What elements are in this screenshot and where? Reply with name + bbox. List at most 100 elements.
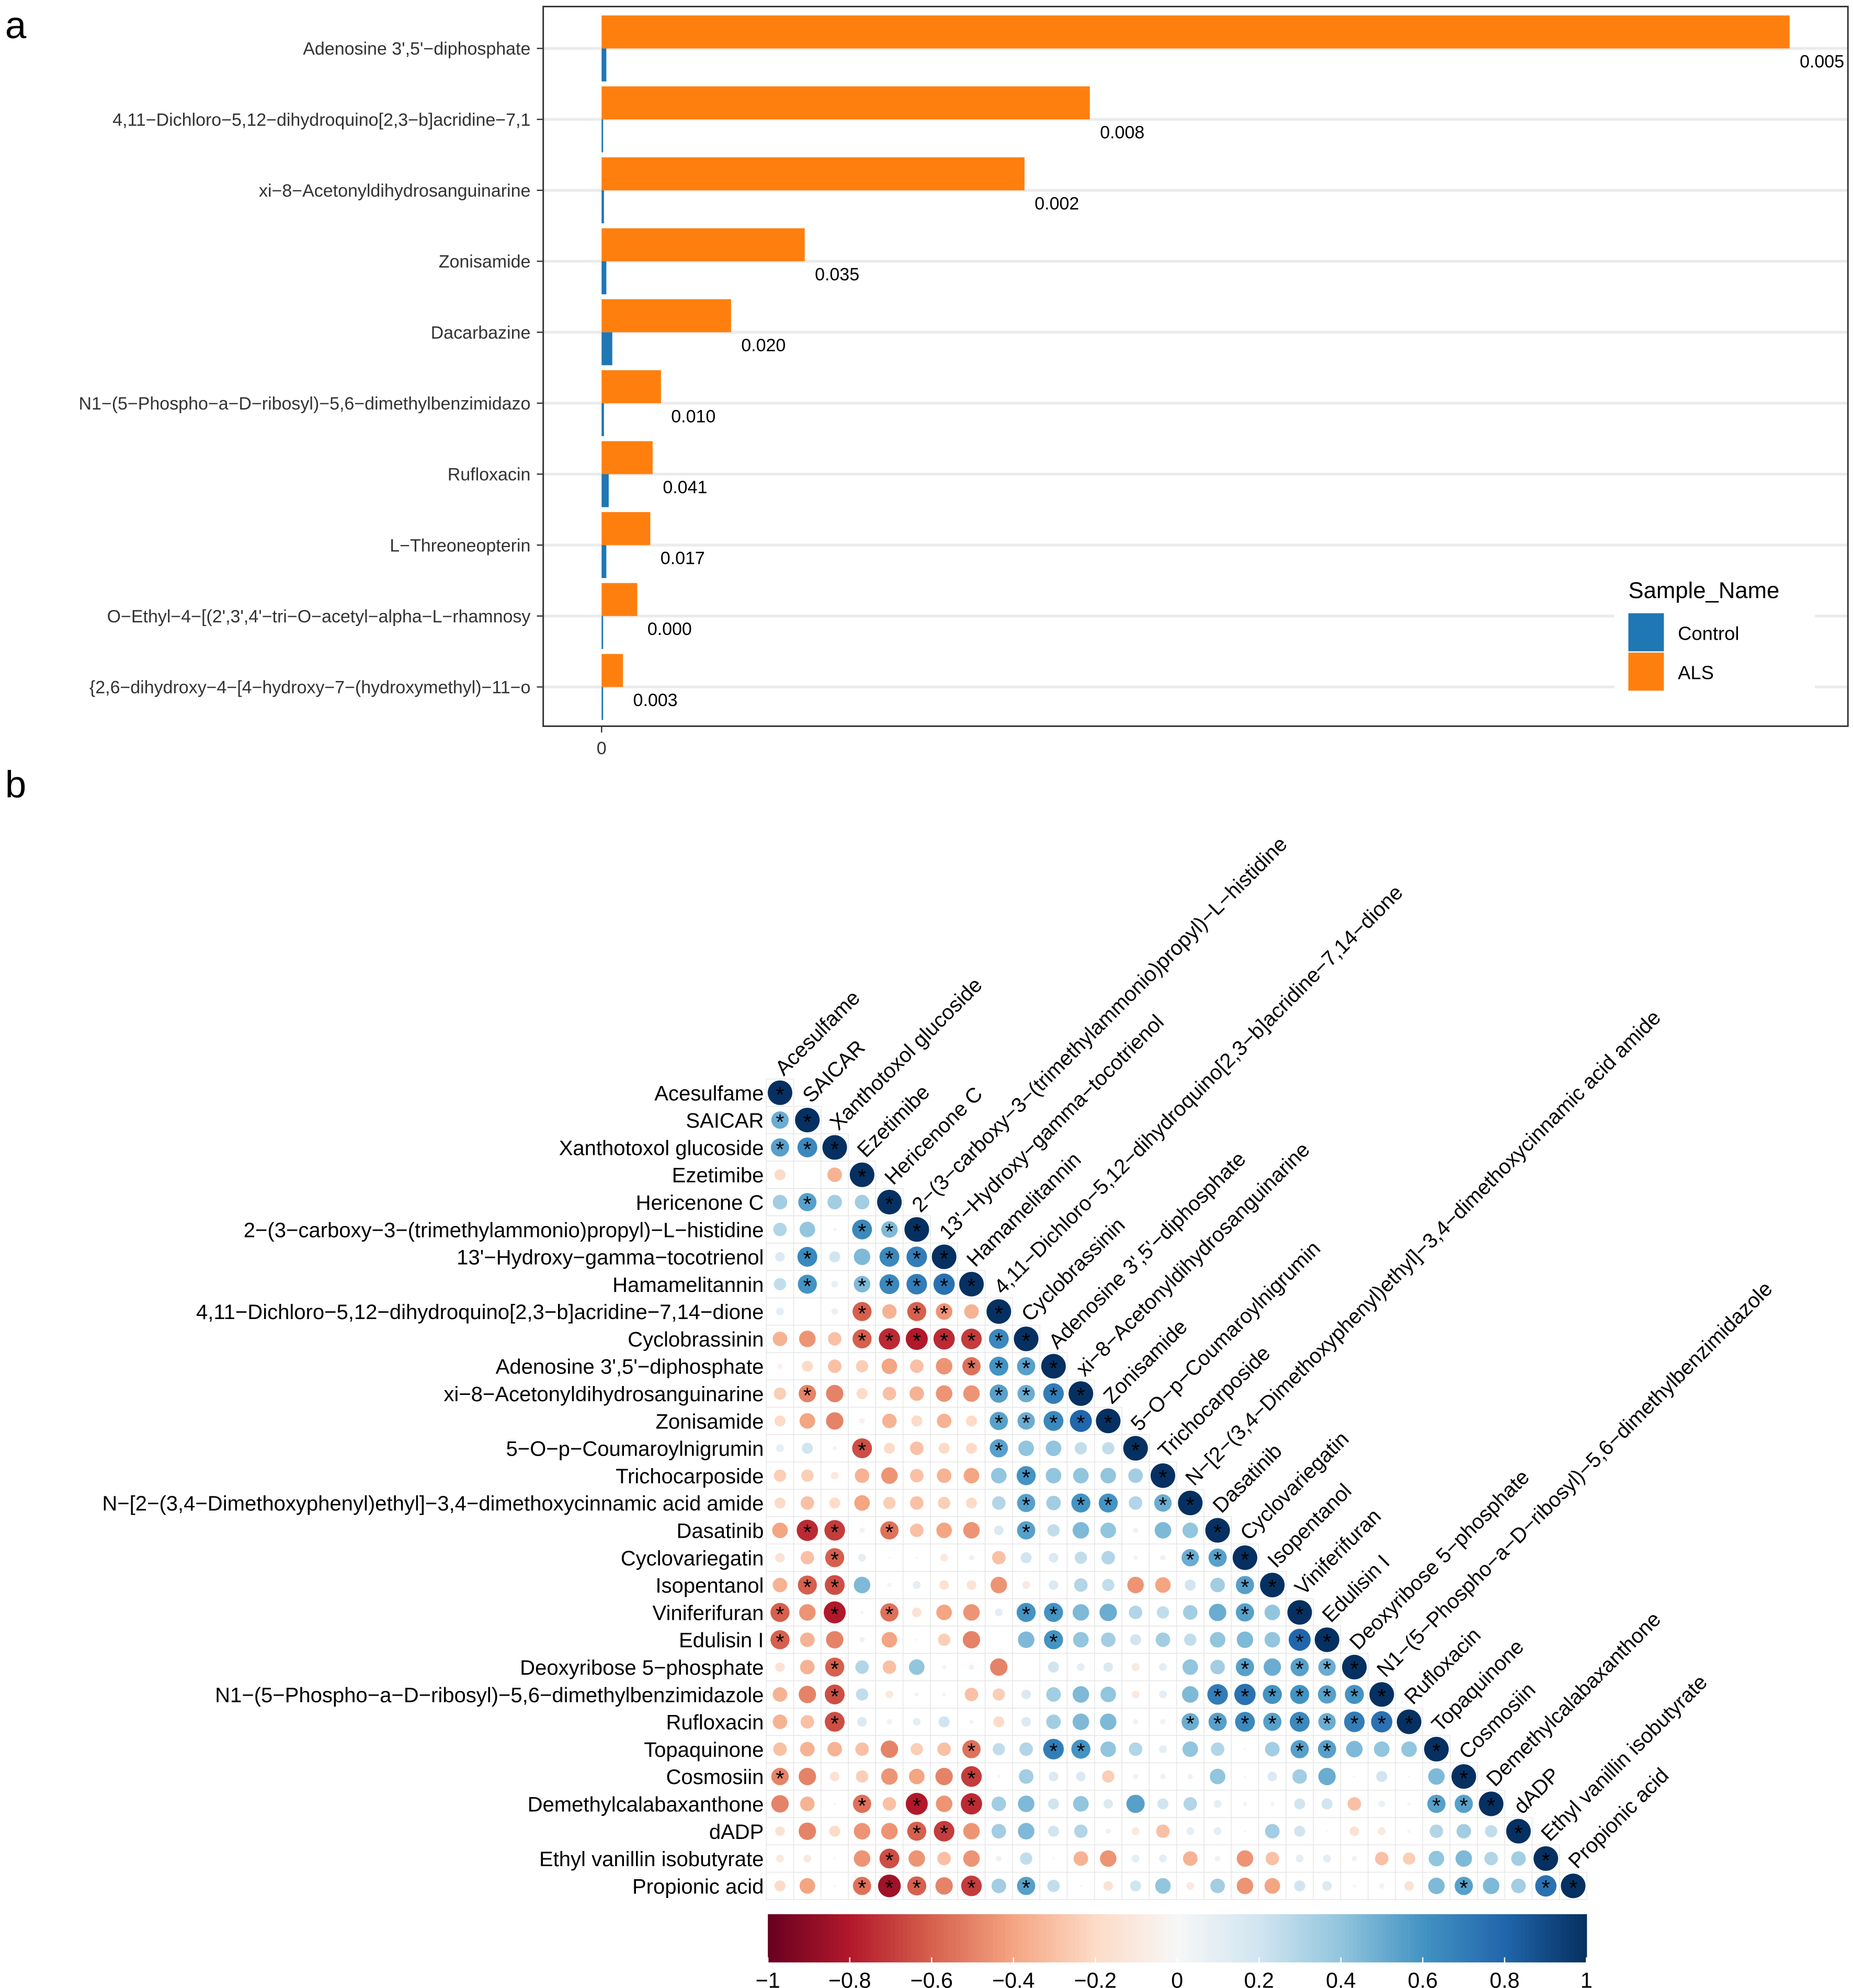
correlation-circle — [824, 1520, 845, 1541]
colorbar-segment — [1480, 1914, 1485, 1963]
correlation-circle — [1048, 1825, 1059, 1837]
correlation-circle — [1376, 1771, 1388, 1782]
colorbar-segment — [927, 1914, 933, 1963]
correlation-circle — [938, 1442, 950, 1454]
correlation-circle — [849, 1162, 874, 1187]
significance-marker: * — [967, 1275, 975, 1299]
correlation-circle — [1159, 1855, 1167, 1862]
bar-control — [601, 545, 607, 578]
correlation-circle — [1234, 1684, 1256, 1706]
colorbar-segment — [1410, 1914, 1415, 1963]
matrix-cell — [1039, 1653, 1068, 1682]
correlation-circle — [1073, 1851, 1088, 1866]
colorbar-segment — [1291, 1914, 1297, 1963]
correlation-circle — [825, 1548, 845, 1567]
row-label: Viniferifuran — [653, 1601, 764, 1625]
colorbar-segment — [784, 1914, 789, 1963]
correlation-circle — [833, 1857, 836, 1860]
correlation-circle — [1016, 1603, 1036, 1622]
correlation-circle — [1260, 1573, 1285, 1598]
significance-marker: * — [1213, 1685, 1222, 1709]
significance-marker: * — [776, 1767, 784, 1791]
correlation-circle — [912, 1607, 922, 1617]
correlation-circle — [909, 1386, 924, 1401]
colorbar-segment — [1197, 1914, 1202, 1963]
correlation-circle — [799, 1384, 816, 1403]
correlation-circle — [1314, 1627, 1339, 1652]
significance-marker: * — [1186, 1712, 1195, 1736]
row-label: Demethylcalabaxanthone — [528, 1793, 764, 1816]
correlation-circle — [1181, 1713, 1199, 1731]
colorbar-segment — [1476, 1914, 1481, 1963]
correlation-circle — [795, 1107, 820, 1133]
correlation-circle — [1159, 1690, 1167, 1699]
row-label: Hamamelitannin — [612, 1274, 764, 1297]
significance-marker: * — [967, 1876, 975, 1900]
bar-control — [601, 261, 607, 294]
correlation-circle — [1185, 1580, 1196, 1591]
correlation-circle — [772, 1195, 788, 1210]
correlation-circle — [911, 1415, 923, 1427]
significance-marker: * — [885, 1247, 894, 1271]
colorbar-segment — [809, 1914, 814, 1963]
correlation-circle — [852, 1329, 872, 1349]
correlation-circle — [799, 1331, 816, 1347]
correlation-circle — [854, 1823, 871, 1840]
row-label: Isopentanol — [655, 1574, 764, 1597]
correlation-circle — [799, 1822, 816, 1840]
correlation-circle — [1021, 1717, 1031, 1727]
correlation-circle — [1130, 1880, 1141, 1892]
correlation-circle — [1072, 1522, 1089, 1539]
colorbar-segment — [1500, 1914, 1505, 1963]
bar-als — [601, 228, 805, 262]
correlation-circle — [1264, 1658, 1281, 1676]
correlation-circle — [1187, 1774, 1193, 1779]
correlation-circle — [1160, 1774, 1166, 1779]
correlation-circle — [859, 1418, 865, 1424]
correlation-circle — [908, 1659, 925, 1675]
correlation-circle — [1318, 1658, 1336, 1676]
correlation-circle — [1096, 1408, 1121, 1434]
significance-marker: * — [1049, 1384, 1058, 1408]
correlation-circle — [1290, 1712, 1310, 1732]
correlation-circle — [832, 1446, 837, 1451]
correlation-circle — [934, 1821, 954, 1842]
correlation-circle — [775, 1252, 785, 1262]
correlation-circle — [1183, 1797, 1197, 1811]
colorbar-segment — [1099, 1914, 1104, 1963]
row-label: xi−8−Acetonyldihydrosanguinarine — [444, 1383, 764, 1406]
correlation-circle — [1182, 1741, 1198, 1757]
significance-marker: * — [1295, 1685, 1304, 1709]
colorbar-segment — [1222, 1914, 1227, 1963]
significance-marker: * — [1077, 1411, 1085, 1435]
significance-marker: * — [995, 1384, 1003, 1408]
matrix-cell — [793, 1161, 822, 1189]
correlation-circle — [1379, 1883, 1385, 1889]
significance-marker: * — [831, 1138, 839, 1162]
correlation-circle — [881, 1467, 898, 1484]
bar-als — [601, 441, 653, 474]
colorbar-segment — [780, 1914, 785, 1963]
significance-marker: * — [1077, 1384, 1085, 1408]
colorbar-segment — [1316, 1914, 1321, 1963]
correlation-circle — [937, 1851, 951, 1866]
correlation-circle — [803, 1855, 812, 1862]
significance-marker: * — [776, 1110, 784, 1134]
significance-marker: * — [1186, 1548, 1195, 1572]
bar-value-label: 0.000 — [647, 619, 692, 639]
colorbar-segment — [997, 1914, 1002, 1963]
category-label: N1−(5−Phospho−a−D−ribosyl)−5,6−dimethylb… — [78, 394, 530, 414]
bar-value-label: 0.035 — [815, 265, 859, 285]
correlation-circle — [1210, 1632, 1226, 1648]
significance-marker: * — [831, 1548, 839, 1572]
correlation-circle — [913, 1581, 921, 1589]
correlation-circle — [1126, 1794, 1145, 1813]
correlation-circle — [1099, 1604, 1117, 1621]
correlation-circle — [1150, 1463, 1176, 1488]
colorbar-segment — [936, 1914, 940, 1963]
correlation-circle — [1294, 1798, 1305, 1810]
correlation-circle — [1235, 1712, 1255, 1732]
correlation-circle — [996, 1856, 1002, 1861]
correlation-circle — [799, 1686, 816, 1703]
correlation-circle — [1129, 1742, 1143, 1756]
